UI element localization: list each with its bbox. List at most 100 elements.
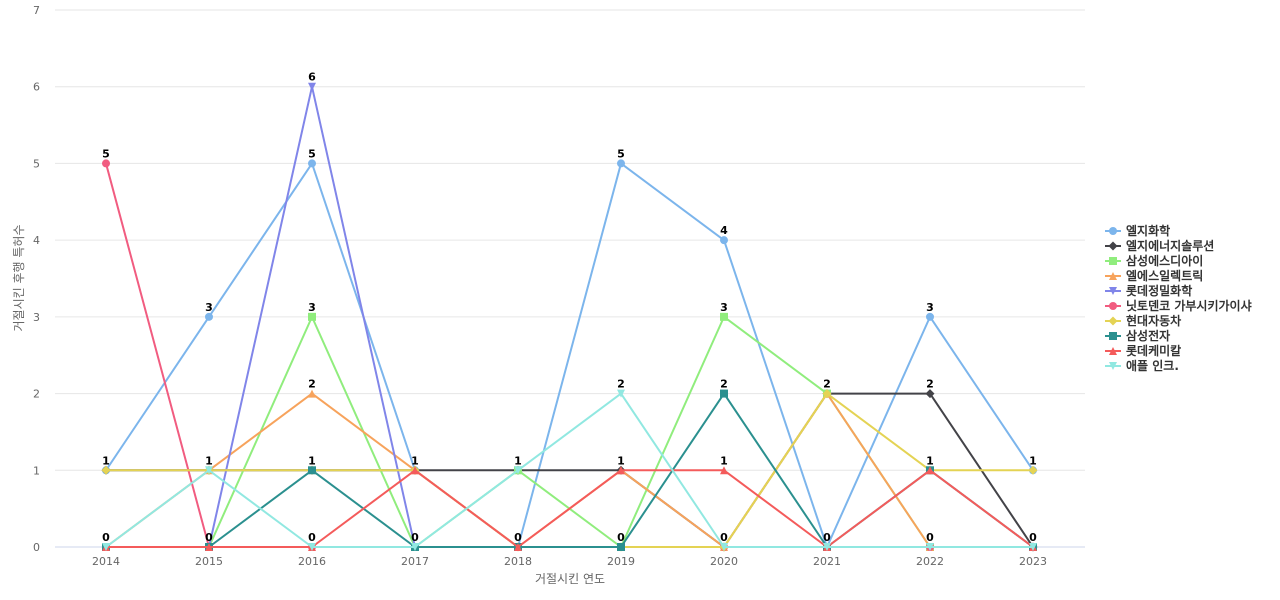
data-label: 2 xyxy=(823,378,831,391)
data-point xyxy=(308,82,316,91)
data-label: 1 xyxy=(926,454,934,467)
legend-item[interactable]: 롯데정밀화학 xyxy=(1105,283,1192,298)
x-tick-label: 2016 xyxy=(298,555,326,568)
data-point xyxy=(926,312,934,321)
data-point xyxy=(617,466,625,475)
x-tick-label: 2019 xyxy=(607,555,635,568)
data-label: 1 xyxy=(411,454,419,467)
data-label: 0 xyxy=(205,531,213,544)
data-label: 0 xyxy=(102,531,110,544)
data-point xyxy=(926,466,934,475)
data-point xyxy=(514,466,522,475)
data-point xyxy=(101,465,111,475)
data-label: 1 xyxy=(1029,454,1037,467)
data-point xyxy=(823,543,831,551)
data-label: 0 xyxy=(720,531,728,544)
data-point xyxy=(720,466,728,475)
data-label: 1 xyxy=(308,454,316,467)
x-axis-title: 거절시킨 연도 xyxy=(535,572,605,586)
data-point xyxy=(205,466,213,475)
y-tick-label: 1 xyxy=(33,464,40,477)
legend-item[interactable]: 엘지화학 xyxy=(1105,223,1170,238)
data-point xyxy=(205,543,213,551)
data-label: 3 xyxy=(308,301,316,314)
data-point xyxy=(308,312,316,321)
legend-item[interactable]: 삼성에스디아이 xyxy=(1105,253,1203,268)
x-tick-label: 2015 xyxy=(195,555,223,568)
legend-item[interactable]: 삼성전자 xyxy=(1105,328,1170,343)
data-point xyxy=(102,543,110,551)
data-point xyxy=(617,389,625,398)
data-label: 1 xyxy=(205,454,213,467)
y-axis-ticks: 0 1 2 3 4 5 6 7 xyxy=(33,4,40,554)
data-label: 5 xyxy=(617,147,625,160)
series-line xyxy=(105,392,1034,548)
legend-item[interactable]: 현대자동차 xyxy=(1105,313,1181,328)
legend-marker xyxy=(1109,257,1117,265)
legend-label: 현대자동차 xyxy=(1126,313,1181,328)
data-label: 3 xyxy=(720,301,728,314)
data-point xyxy=(514,543,522,551)
y-tick-label: 0 xyxy=(33,541,40,554)
x-tick-label: 2020 xyxy=(710,555,738,568)
x-tick-label: 2023 xyxy=(1019,555,1047,568)
legend-label: 롯데정밀화학 xyxy=(1126,283,1192,298)
data-point xyxy=(720,389,728,398)
data-label: 0 xyxy=(617,531,625,544)
legend-label: 엘에스일렉트릭 xyxy=(1126,268,1203,283)
legend-label: 삼성전자 xyxy=(1126,328,1170,343)
legend-marker xyxy=(1109,302,1117,310)
legend-label: 엘지화학 xyxy=(1126,223,1170,238)
data-label: 0 xyxy=(514,531,522,544)
data-label: 3 xyxy=(205,301,213,314)
data-point xyxy=(1028,465,1038,475)
series-9 xyxy=(102,466,1037,551)
x-tick-label: 2014 xyxy=(92,555,120,568)
data-label: 2 xyxy=(720,378,728,391)
data-label: 0 xyxy=(308,531,316,544)
legend-marker xyxy=(1109,287,1117,295)
y-tick-label: 7 xyxy=(33,4,40,17)
legend-label: 롯데케미칼 xyxy=(1126,343,1181,358)
data-point xyxy=(720,312,728,321)
data-point xyxy=(308,389,316,398)
data-label: 0 xyxy=(926,531,934,544)
legend-item[interactable]: 롯데케미칼 xyxy=(1105,343,1181,358)
data-point xyxy=(617,543,625,551)
legend-label: 엘지에너지솔루션 xyxy=(1126,238,1214,253)
legend-marker xyxy=(1109,362,1117,370)
data-label: 1 xyxy=(617,454,625,467)
data-label: 6 xyxy=(308,71,316,84)
data-label: 3 xyxy=(926,301,934,314)
data-label: 0 xyxy=(1029,531,1037,544)
data-point xyxy=(822,389,832,399)
data-point xyxy=(308,159,316,168)
series-lines xyxy=(101,82,1038,552)
legend-label: 닛토덴코 가부시키가이샤 xyxy=(1126,298,1252,313)
legend-marker xyxy=(1109,347,1117,355)
x-tick-label: 2021 xyxy=(813,555,841,568)
legend-item[interactable]: 엘에스일렉트릭 xyxy=(1105,268,1203,283)
legend-item[interactable]: 닛토덴코 가부시키가이샤 xyxy=(1105,298,1252,313)
data-point xyxy=(926,543,934,551)
series-1 xyxy=(102,159,1037,551)
data-label: 5 xyxy=(308,147,316,160)
x-tick-label: 2017 xyxy=(401,555,429,568)
data-point xyxy=(1029,543,1037,551)
data-label: 1 xyxy=(514,454,522,467)
legend-marker xyxy=(1109,227,1117,235)
data-point xyxy=(308,466,316,475)
series-line xyxy=(105,162,1034,548)
data-point xyxy=(411,466,419,475)
legend-label: 삼성에스디아이 xyxy=(1126,253,1203,268)
legend-item[interactable]: 애플 인크. xyxy=(1105,358,1179,373)
data-point xyxy=(617,159,625,168)
data-label: 0 xyxy=(411,531,419,544)
data-labels: 5 1 0 3 1 0 6 5 3 2 1 0 1 0 1 0 5 2 1 0 4 3 2 1 0 2 0 3 2 1 0 1 0 xyxy=(102,71,1037,544)
data-label: 2 xyxy=(926,378,934,391)
legend-marker xyxy=(1109,272,1117,280)
data-label: 4 xyxy=(720,224,728,237)
legend-item[interactable]: 엘지에너지솔루션 xyxy=(1105,238,1214,253)
y-tick-label: 4 xyxy=(33,234,40,247)
